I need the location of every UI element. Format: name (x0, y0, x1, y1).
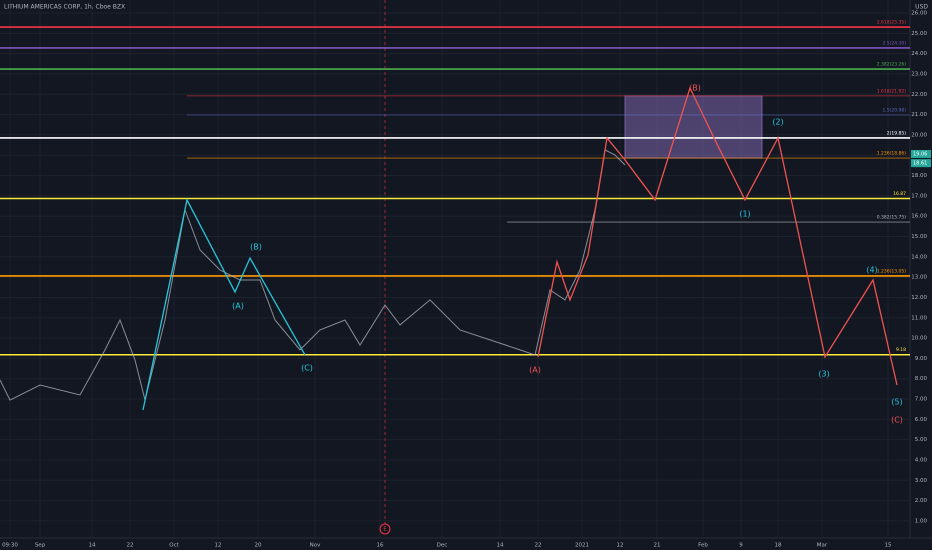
target-box (624, 95, 763, 159)
x-tick-label: 15 (885, 543, 892, 549)
y-tick-label: 26.00 (911, 11, 927, 17)
wave-label: (B) (250, 243, 262, 252)
y-tick-label: 3.00 (915, 478, 928, 484)
x-tick-label: 14 (89, 543, 96, 549)
y-tick-label: 15.00 (911, 234, 927, 240)
x-tick-label: 20 (255, 543, 262, 549)
x-tick-label: 12 (215, 543, 222, 549)
y-tick-label: 14.00 (911, 254, 927, 260)
price-tag (911, 159, 931, 168)
y-tick-label: 5.00 (915, 437, 928, 443)
y-tick-label: 11.00 (911, 315, 927, 321)
level-label: 1.5(20.98) (882, 107, 906, 113)
x-tick-label: 14 (497, 543, 504, 549)
y-tick-label: 13.00 (911, 275, 927, 281)
y-tick-label: 18.00 (911, 173, 927, 179)
price-tag (911, 150, 931, 159)
y-tick-label: 8.00 (915, 376, 928, 382)
y-tick-label: 1.00 (915, 518, 928, 524)
level-label: 0.382(15.75) (877, 215, 907, 221)
wave-line (142, 198, 306, 411)
level-label: 2(19.85) (887, 130, 907, 136)
wave-label: (1) (739, 209, 750, 218)
y-tick-label: 10.00 (911, 336, 927, 342)
price-tag-label: 19.06 (913, 152, 927, 158)
x-tick-label: 2021 (575, 543, 589, 549)
x-tick-label: 9 (739, 543, 743, 549)
x-tick-label: 18 (775, 543, 782, 549)
x-tick-label: 22 (127, 543, 134, 549)
price-line (0, 149, 626, 401)
x-tick-label: 12 (617, 543, 624, 549)
y-tick-label: 21.00 (911, 112, 927, 118)
event-marker (379, 523, 391, 535)
level-label: 16.87 (893, 191, 906, 197)
y-tick-label: 6.00 (915, 417, 928, 423)
level-label: 1.236(13.05) (877, 268, 907, 274)
level-label: 2.618(25.35) (877, 20, 907, 26)
x-tick-label: Mar (817, 543, 828, 549)
level-label: 9.18 (896, 347, 906, 353)
wave-label: (C) (301, 363, 313, 372)
y-tick-label: 17.00 (911, 193, 927, 199)
price-tag-label: 18.61 (913, 161, 927, 167)
wave-label: (B) (689, 83, 701, 92)
y-tick-label: 24.00 (911, 51, 927, 57)
wave-label: (4) (866, 266, 877, 275)
y-tick-label: 20.00 (911, 132, 927, 138)
x-tick-label: 22 (535, 543, 542, 549)
y-tick-label: 4.00 (915, 457, 928, 463)
y-tick-label: 12.00 (911, 295, 927, 301)
wave-label: (5) (891, 397, 902, 406)
wave-label: (A) (529, 365, 541, 374)
wave-label: (C) (891, 415, 903, 424)
level-label: 2.382(23.26) (877, 62, 907, 68)
x-tick-label: Feb (698, 543, 708, 549)
currency: USD (915, 4, 928, 11)
wave-label: (3) (818, 370, 829, 379)
chart-title: LITHIUM AMERICAS CORP, 1h, Cboe BZX (4, 4, 125, 11)
y-tick-label: 25.00 (911, 31, 927, 37)
y-tick-label: 7.00 (915, 397, 928, 403)
y-tick-label: 23.00 (911, 71, 927, 77)
wave-label: (2) (772, 117, 783, 126)
y-tick-label: 16.00 (911, 214, 927, 220)
level-label: 1.618(21.92) (877, 88, 907, 94)
x-tick-label: Oct (169, 543, 179, 549)
y-tick-label: 9.00 (915, 356, 928, 362)
level-label: 2.5(24.30) (882, 40, 906, 46)
x-tick-label: 09:30 (2, 543, 18, 549)
wave-label: (A) (232, 301, 244, 310)
event-label: E (383, 527, 386, 533)
x-tick-label: Dec (437, 543, 448, 549)
level-label: 1.236(18.86) (877, 151, 907, 157)
x-tick-label: Sep (35, 543, 46, 549)
wave-line (537, 86, 898, 386)
x-tick-label: Nov (310, 543, 321, 549)
x-tick-label: 16 (377, 543, 384, 549)
y-tick-label: 22.00 (911, 92, 927, 98)
y-tick-label: 2.00 (915, 498, 928, 504)
x-tick-label: 21 (654, 543, 661, 549)
